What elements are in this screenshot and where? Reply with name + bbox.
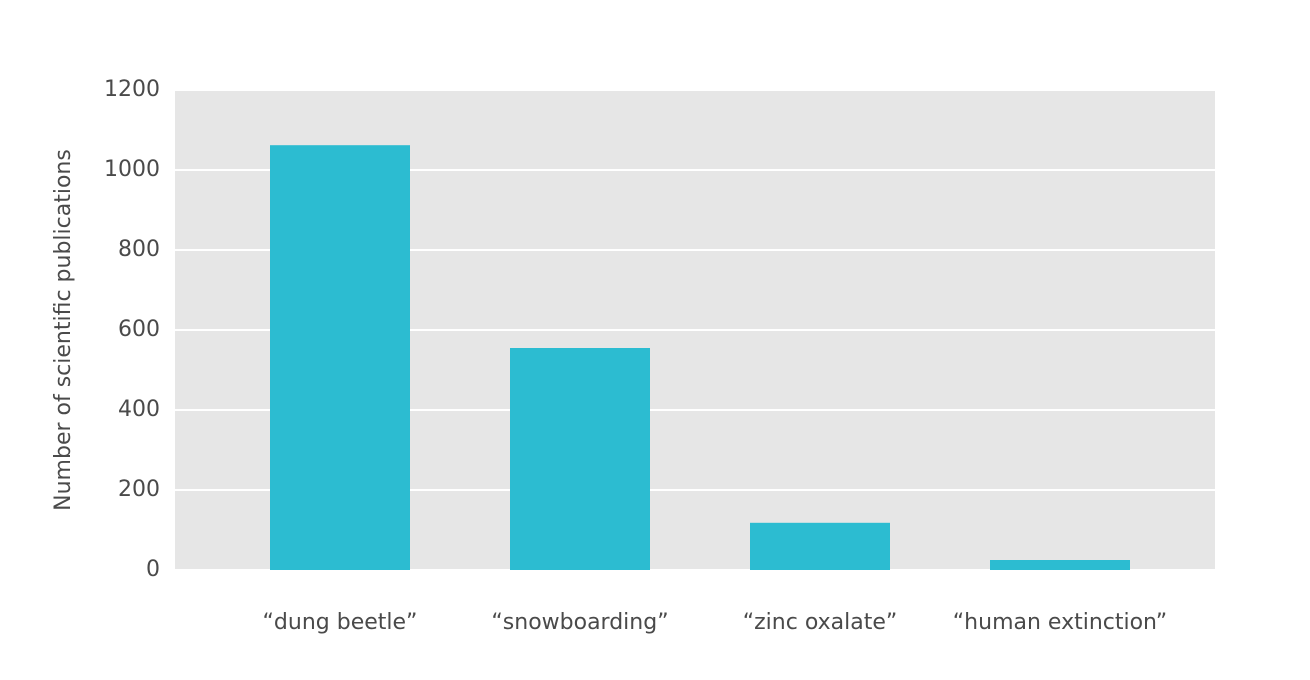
y-tick-label: 800: [118, 237, 160, 262]
y-axis-label: Number of scientific publications: [51, 149, 76, 511]
y-tick-label: 1200: [104, 77, 160, 102]
y-tick-label: 0: [146, 557, 160, 582]
y-tick-label: 200: [118, 477, 160, 502]
x-tick-label: “human extinction”: [953, 610, 1167, 635]
bar: [990, 560, 1130, 570]
bar: [750, 522, 890, 570]
bar: [270, 145, 410, 570]
bar: [510, 348, 650, 570]
y-tick-label: 600: [118, 317, 160, 342]
y-tick-label: 400: [118, 397, 160, 422]
x-tick-label: “dung beetle”: [263, 610, 418, 635]
x-tick-label: “zinc oxalate”: [743, 610, 898, 635]
y-tick-label: 1000: [104, 157, 160, 182]
x-tick-label: “snowboarding”: [491, 610, 668, 635]
